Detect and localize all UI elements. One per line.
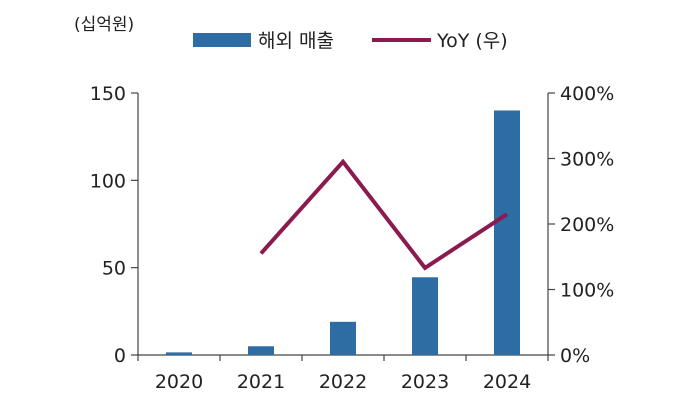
legend: 해외 매출 YoY (우) xyxy=(193,30,508,52)
left-tick-label: 50 xyxy=(102,258,126,280)
x-tick-label: 2020 xyxy=(155,371,203,393)
legend-label-bar: 해외 매출 xyxy=(258,30,334,52)
bars xyxy=(166,110,520,355)
x-tick-label: 2023 xyxy=(401,371,449,393)
left-tick-label: 0 xyxy=(114,345,126,367)
right-tick-label: 400% xyxy=(560,83,614,105)
bar-2022 xyxy=(330,321,356,355)
right-tick-label: 300% xyxy=(560,149,614,171)
right-tick-label: 100% xyxy=(560,280,614,302)
x-tick-label: 2022 xyxy=(319,371,367,393)
bar-2024 xyxy=(494,110,520,355)
unit-label: (십억원) xyxy=(74,15,134,35)
yoy-line-group xyxy=(259,158,509,271)
axes: 0 50 100 150 0% 100% 200% 300% 400% 2020 2021 2022 2… xyxy=(90,83,615,393)
legend-label-line: YoY (우) xyxy=(436,30,508,52)
right-tick-label: 0% xyxy=(560,345,590,367)
x-tick-label: 2021 xyxy=(237,371,285,393)
bar-2021 xyxy=(248,346,274,355)
bar-2023 xyxy=(412,277,438,355)
x-tick-label: 2024 xyxy=(483,371,531,393)
left-tick-label: 100 xyxy=(90,170,126,192)
yoy-line xyxy=(259,158,509,271)
bar-2020 xyxy=(166,352,192,355)
right-tick-label: 200% xyxy=(560,214,614,236)
legend-swatch-bar xyxy=(193,33,251,47)
left-tick-label: 150 xyxy=(90,83,126,105)
